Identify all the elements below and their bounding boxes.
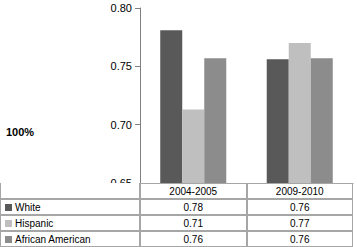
svg-text:100%: 100% xyxy=(6,126,34,138)
html-text:0.76: 0.76 xyxy=(183,233,203,245)
html-text:0.76: 0.76 xyxy=(290,233,310,245)
html-text:0.71: 0.71 xyxy=(183,217,203,229)
svg-text:0.65: 0.65 xyxy=(111,177,132,189)
html-text:0.78: 0.78 xyxy=(183,201,203,213)
svg-text:0.70: 0.70 xyxy=(111,119,132,131)
html-text:African American: African American xyxy=(15,233,91,245)
html-text:2009-2010: 2009-2010 xyxy=(275,185,324,197)
html-text:Hispanic: Hispanic xyxy=(15,217,54,229)
svg-text:0.80: 0.80 xyxy=(111,2,132,14)
html-text:White: White xyxy=(15,201,41,213)
html-text:0.76: 0.76 xyxy=(290,201,310,213)
html-text:2004-2005: 2004-2005 xyxy=(169,185,218,197)
html-text:0.77: 0.77 xyxy=(290,217,310,229)
svg-text:0.75: 0.75 xyxy=(111,60,132,72)
